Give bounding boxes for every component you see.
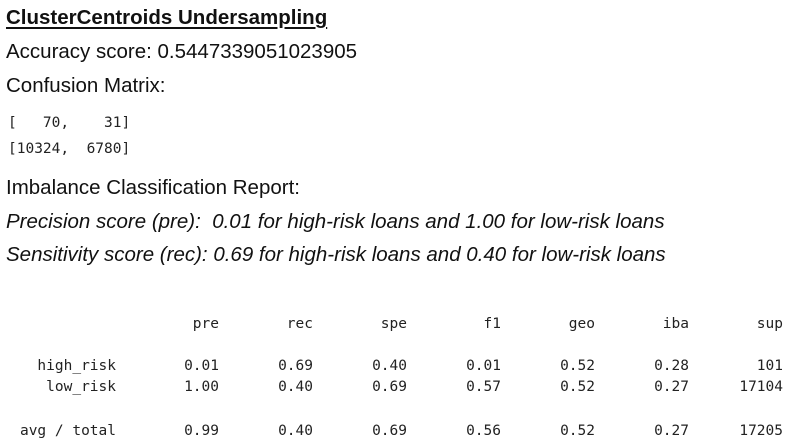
report-cell-sup: 101 xyxy=(756,358,783,374)
report-header-sup: sup xyxy=(756,316,783,332)
report-cell-spe: 0.69 xyxy=(372,423,407,439)
report-cell-iba: 0.27 xyxy=(654,423,689,439)
report-row-label: low_risk xyxy=(46,379,116,395)
confusion-matrix-row: [10324, 6780] xyxy=(8,141,131,157)
report-cell-f1: 0.01 xyxy=(466,358,501,374)
report-header-rec: rec xyxy=(286,316,313,332)
accuracy-score: Accuracy score: 0.5447339051023905 xyxy=(6,40,358,63)
sensitivity-summary: Sensitivity score (rec): 0.69 for high-r… xyxy=(6,243,666,266)
report-cell-pre: 0.99 xyxy=(184,423,219,439)
report-cell-rec: 0.69 xyxy=(278,358,313,374)
section-title: ClusterCentroids Undersampling xyxy=(6,6,328,29)
report-cell-pre: 1.00 xyxy=(184,379,219,395)
report-cell-sup: 17104 xyxy=(739,379,783,395)
report-row-label: high_risk xyxy=(37,358,116,374)
report-cell-geo: 0.52 xyxy=(560,423,595,439)
report-cell-f1: 0.56 xyxy=(466,423,501,439)
report-cell-iba: 0.28 xyxy=(654,358,689,374)
report-label: Imbalance Classification Report: xyxy=(6,176,300,199)
confusion-matrix-label: Confusion Matrix: xyxy=(6,74,166,97)
report-cell-rec: 0.40 xyxy=(278,379,313,395)
report-header-geo: geo xyxy=(568,316,595,332)
report-header-iba: iba xyxy=(662,316,689,332)
report-header-f1: f1 xyxy=(483,316,501,332)
report-cell-geo: 0.52 xyxy=(560,358,595,374)
report-row-label: avg / total xyxy=(19,423,116,439)
confusion-matrix-row: [ 70, 31] xyxy=(8,115,131,131)
report-cell-f1: 0.57 xyxy=(466,379,501,395)
report-cell-spe: 0.69 xyxy=(372,379,407,395)
report-header-spe: spe xyxy=(380,316,407,332)
report-cell-sup: 17205 xyxy=(739,423,783,439)
report-cell-spe: 0.40 xyxy=(372,358,407,374)
precision-summary: Precision score (pre): 0.01 for high-ris… xyxy=(6,210,665,233)
report-cell-pre: 0.01 xyxy=(184,358,219,374)
report-cell-iba: 0.27 xyxy=(654,379,689,395)
report-header-pre: pre xyxy=(192,316,219,332)
report-cell-rec: 0.40 xyxy=(278,423,313,439)
report-cell-geo: 0.52 xyxy=(560,379,595,395)
